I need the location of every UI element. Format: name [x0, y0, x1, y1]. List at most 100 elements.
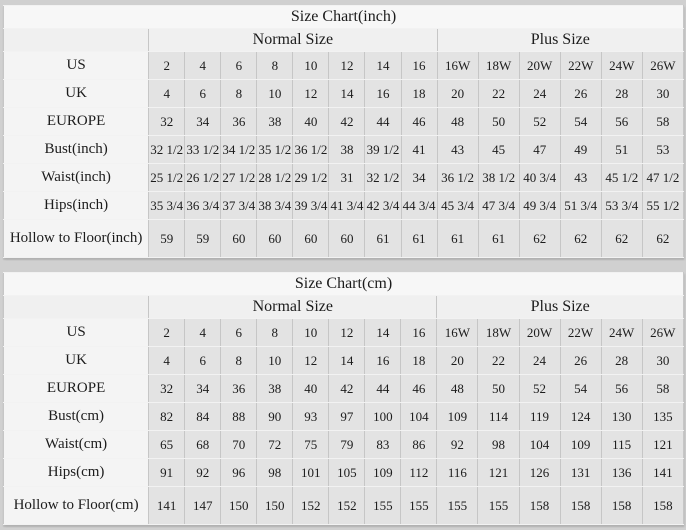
- size-cell: 20W: [518, 318, 561, 347]
- size-cell: 24: [518, 79, 561, 108]
- size-cell: 30: [641, 79, 685, 108]
- size-cell: 44: [364, 107, 402, 136]
- size-cell: 109: [559, 430, 602, 459]
- size-cell: 59: [148, 219, 186, 258]
- size-cell: 25 1/2: [148, 163, 186, 192]
- size-cell: 36: [220, 107, 258, 136]
- size-cell: 79: [328, 430, 366, 459]
- size-cell: 18: [400, 79, 438, 108]
- row-label: Waist(cm): [2, 430, 150, 459]
- table-row: Hollow to Floor(inch) 59 59 60 60 60 60 61 61 61 6…: [2, 219, 685, 258]
- size-cell: 48: [436, 374, 479, 403]
- size-cell: 92: [436, 430, 479, 459]
- size-cell: 34: [400, 163, 438, 192]
- size-cell: 141: [148, 486, 186, 525]
- size-cell: 16: [364, 79, 402, 108]
- size-cell: 43: [559, 163, 602, 192]
- size-cell: 40: [292, 374, 330, 403]
- size-cell: 88: [220, 402, 258, 431]
- size-cell: 33 1/2: [184, 135, 222, 164]
- size-cell: 41: [400, 135, 438, 164]
- size-cell: 62: [600, 219, 643, 258]
- size-cell: 75: [292, 430, 330, 459]
- size-cell: 47 3/4: [477, 191, 520, 220]
- size-cell: 20: [436, 79, 479, 108]
- row-label: UK: [2, 79, 150, 108]
- size-cell: 61: [477, 219, 520, 258]
- size-cell: 61: [364, 219, 402, 258]
- size-cell: 150: [220, 486, 258, 525]
- size-chart-inch-table: Size Chart(inch) Normal Size Plus Size US 2 4…: [2, 5, 685, 258]
- size-cell: 32: [148, 107, 186, 136]
- size-cell: 38: [328, 135, 366, 164]
- size-cell: 116: [436, 458, 479, 487]
- size-cell: 6: [184, 79, 222, 108]
- table-row: EUROPE 32 34 36 38 40 42 44 46 48 50 52 54 56 58: [2, 107, 685, 136]
- size-cell: 28 1/2: [256, 163, 294, 192]
- size-cell: 40 3/4: [518, 163, 561, 192]
- size-cell: 41 3/4: [328, 191, 366, 220]
- size-cell: 86: [400, 430, 438, 459]
- size-cell: 158: [518, 486, 561, 525]
- table-row: US 2 4 6 8 10 12 14 16 16W 18W 20W 22W 24W 26W: [2, 318, 685, 347]
- size-cell: 26W: [641, 51, 685, 80]
- size-cell: 155: [400, 486, 438, 525]
- group-header-row: Normal Size Plus Size: [2, 28, 685, 52]
- size-cell: 96: [220, 458, 258, 487]
- size-cell: 34: [184, 107, 222, 136]
- table-row: Hips(inch) 35 3/4 36 3/4 37 3/4 38 3/4 39 3/4…: [2, 191, 685, 220]
- size-cell: 4: [184, 51, 222, 80]
- size-cell: 6: [184, 346, 222, 375]
- size-cell: 59: [184, 219, 222, 258]
- title-row: Size Chart(cm): [3, 272, 684, 296]
- size-cell: 130: [600, 402, 643, 431]
- size-cell: 39 3/4: [292, 191, 330, 220]
- size-cell: 14: [364, 318, 402, 347]
- table-row: Waist(inch) 25 1/2 26 1/2 27 1/2 28 1/2 29 1/…: [2, 163, 685, 192]
- group-header-row: Normal Size Plus Size: [2, 295, 684, 319]
- size-cell: 24W: [600, 51, 643, 80]
- row-label: Hollow to Floor(cm): [2, 486, 150, 525]
- size-cell: 24W: [600, 318, 643, 347]
- size-cell: 121: [477, 458, 520, 487]
- size-cell: 152: [328, 486, 366, 525]
- size-cell: 53: [641, 135, 685, 164]
- size-cell: 58: [641, 107, 685, 136]
- size-cell: 155: [364, 486, 402, 525]
- size-cell: 20: [436, 346, 479, 375]
- size-cell: 60: [256, 219, 294, 258]
- size-cell: 30: [641, 346, 685, 375]
- size-cell: 12: [328, 51, 366, 80]
- size-cell: 16W: [436, 51, 479, 80]
- size-cell: 32: [148, 374, 186, 403]
- size-cell: 4: [148, 79, 186, 108]
- table-row: Hollow to Floor(cm) 141 147 150 150 152 152 155…: [2, 486, 685, 525]
- size-cell: 68: [184, 430, 222, 459]
- size-cell: 18W: [477, 51, 520, 80]
- table-row: Hips(cm) 91 92 96 98 101 105 109 112 116 121 126 131…: [2, 458, 685, 487]
- size-cell: 91: [148, 458, 186, 487]
- size-cell: 158: [641, 486, 685, 525]
- size-cell: 26 1/2: [184, 163, 222, 192]
- size-cell: 51: [600, 135, 643, 164]
- size-cell: 29 1/2: [292, 163, 330, 192]
- size-cell: 49 3/4: [518, 191, 561, 220]
- size-cell: 14: [364, 51, 402, 80]
- row-label: EUROPE: [2, 374, 150, 403]
- size-cell: 119: [518, 402, 561, 431]
- table-row: UK 4 6 8 10 12 14 16 18 20 22 24 26 28 30: [2, 346, 685, 375]
- size-cell: 152: [292, 486, 330, 525]
- size-cell: 28: [600, 346, 643, 375]
- size-cell: 36 1/2: [292, 135, 330, 164]
- corner-cell: [2, 28, 150, 52]
- size-cell: 10: [256, 346, 294, 375]
- size-cell: 10: [292, 318, 330, 347]
- size-cell: 46: [400, 374, 438, 403]
- size-cell: 47 1/2: [641, 163, 685, 192]
- size-cell: 8: [220, 346, 258, 375]
- size-cell: 158: [559, 486, 602, 525]
- size-cell: 150: [256, 486, 294, 525]
- size-cell: 35 1/2: [256, 135, 294, 164]
- size-cell: 126: [518, 458, 561, 487]
- size-cell: 27 1/2: [220, 163, 258, 192]
